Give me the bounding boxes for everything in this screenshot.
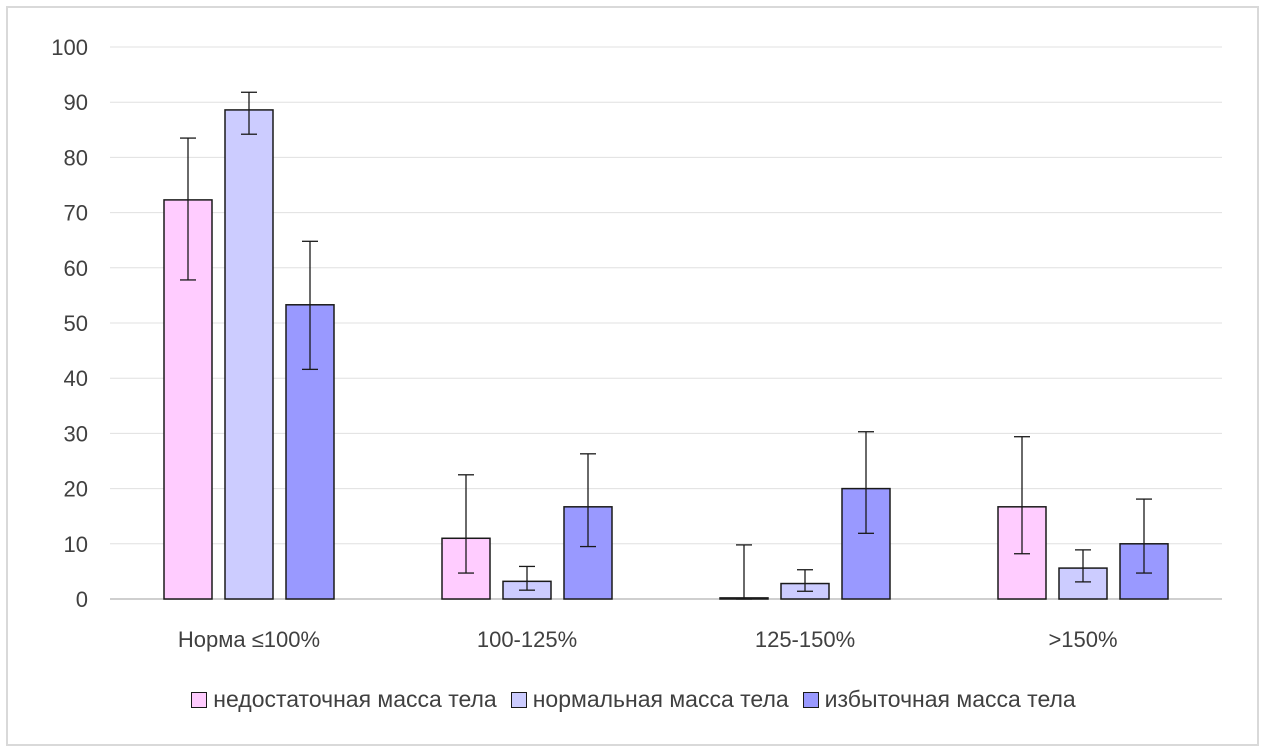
bar-series-1-cat-3 [1058,567,1108,600]
x-category-label-3: >150% [1048,627,1117,652]
legend-item-series-1: нормальная масса тела [510,686,789,713]
legend-item-series-2: избыточная масса тела [802,686,1076,713]
x-category-label-2: 125-150% [755,627,855,652]
bars [163,109,1169,600]
chart-frame [6,6,1259,746]
grid-lines [110,46,1222,600]
legend-label-series-2: избыточная масса тела [824,686,1076,712]
bar-series-2-cat-2 [841,487,891,600]
legend-swatch-series-1 [510,691,527,708]
x-category-label-0: Норма ≤100% [178,627,320,652]
y-tick-label-100: 100 [51,35,88,60]
legend-swatch-series-2 [802,691,819,708]
x-axis-category-labels: Норма ≤100% 100-125% 125-150% >150% [178,627,1118,652]
y-axis-tick-labels: 0 10 20 30 40 50 60 70 80 90 100 [51,35,88,612]
y-tick-label-20: 20 [64,477,88,502]
error-bars [180,91,1152,600]
y-tick-label-80: 80 [64,145,88,170]
bar-series-1-cat-0 [224,109,274,600]
legend-swatch-series-0 [191,691,208,708]
y-tick-label-0: 0 [76,587,88,612]
y-tick-label-60: 60 [64,256,88,281]
y-tick-label-70: 70 [64,201,88,226]
legend-item-series-0: недостаточная масса тела [191,686,497,713]
y-tick-label-30: 30 [64,421,88,446]
y-tick-label-10: 10 [64,532,88,557]
legend-label-series-0: недостаточная масса тела [213,686,497,712]
chart-legend: недостаточная масса тела нормальная масс… [0,686,1267,713]
y-tick-label-40: 40 [64,366,88,391]
y-tick-label-50: 50 [64,311,88,336]
x-category-label-1: 100-125% [477,627,577,652]
legend-label-series-1: нормальная масса тела [532,686,789,712]
y-tick-label-90: 90 [64,90,88,115]
